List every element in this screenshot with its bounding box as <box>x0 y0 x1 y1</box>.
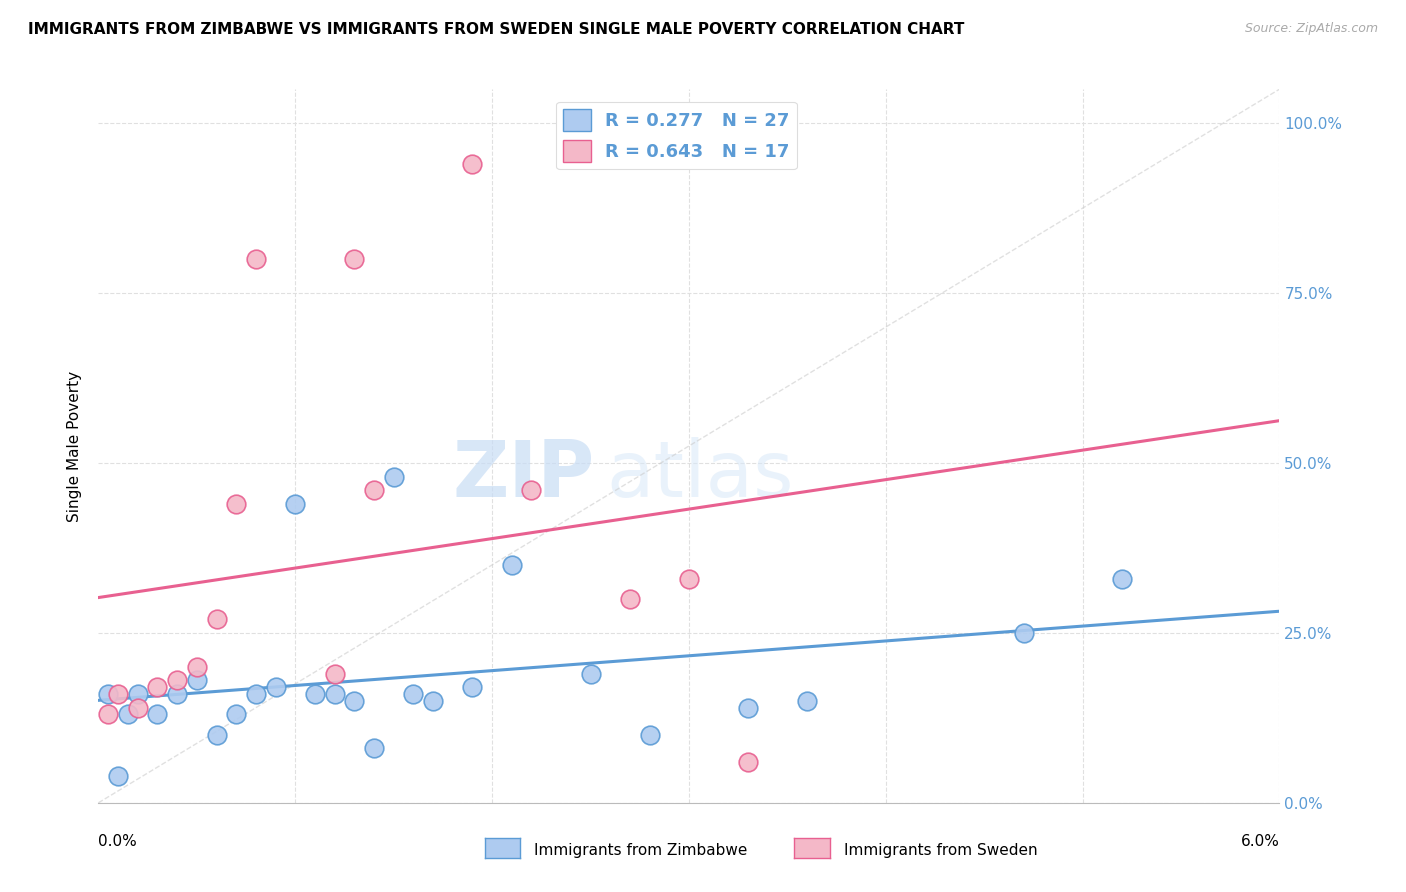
Point <box>619 591 641 606</box>
Point <box>501 558 523 572</box>
Point <box>796 694 818 708</box>
Point <box>166 687 188 701</box>
Text: IMMIGRANTS FROM ZIMBABWE VS IMMIGRANTS FROM SWEDEN SINGLE MALE POVERTY CORRELATI: IMMIGRANTS FROM ZIMBABWE VS IMMIGRANTS F… <box>28 22 965 37</box>
Point <box>422 694 444 708</box>
Point <box>107 687 129 701</box>
Point <box>205 728 228 742</box>
Point <box>166 673 188 688</box>
Point <box>205 612 228 626</box>
Point <box>579 666 602 681</box>
Text: Immigrants from Zimbabwe: Immigrants from Zimbabwe <box>534 843 748 858</box>
Point <box>461 680 484 694</box>
Point <box>737 755 759 769</box>
Point <box>117 707 139 722</box>
Point <box>363 741 385 756</box>
Point <box>225 707 247 722</box>
Point <box>323 687 346 701</box>
Point <box>127 687 149 701</box>
Point <box>127 700 149 714</box>
Text: atlas: atlas <box>606 436 794 513</box>
Point <box>186 673 208 688</box>
Point <box>186 660 208 674</box>
Point <box>245 252 267 266</box>
Text: 0.0%: 0.0% <box>98 834 138 849</box>
Y-axis label: Single Male Poverty: Single Male Poverty <box>67 370 83 522</box>
Point <box>520 483 543 498</box>
Point <box>678 572 700 586</box>
Point <box>638 728 661 742</box>
Point <box>304 687 326 701</box>
Point <box>146 680 169 694</box>
Point <box>382 469 405 483</box>
Point <box>97 687 120 701</box>
Point <box>363 483 385 498</box>
Point <box>146 707 169 722</box>
Text: 6.0%: 6.0% <box>1240 834 1279 849</box>
Text: Source: ZipAtlas.com: Source: ZipAtlas.com <box>1244 22 1378 36</box>
Point <box>402 687 425 701</box>
Point <box>264 680 287 694</box>
Text: ZIP: ZIP <box>453 436 595 513</box>
Point <box>284 497 307 511</box>
Point <box>97 707 120 722</box>
Point <box>343 694 366 708</box>
Legend: R = 0.277   N = 27, R = 0.643   N = 17: R = 0.277 N = 27, R = 0.643 N = 17 <box>557 102 797 169</box>
Point <box>343 252 366 266</box>
Point <box>225 497 247 511</box>
Point <box>323 666 346 681</box>
Text: Immigrants from Sweden: Immigrants from Sweden <box>844 843 1038 858</box>
Point <box>107 769 129 783</box>
Point <box>245 687 267 701</box>
Point <box>1012 626 1035 640</box>
Point <box>737 700 759 714</box>
Point <box>461 157 484 171</box>
Point <box>1111 572 1133 586</box>
